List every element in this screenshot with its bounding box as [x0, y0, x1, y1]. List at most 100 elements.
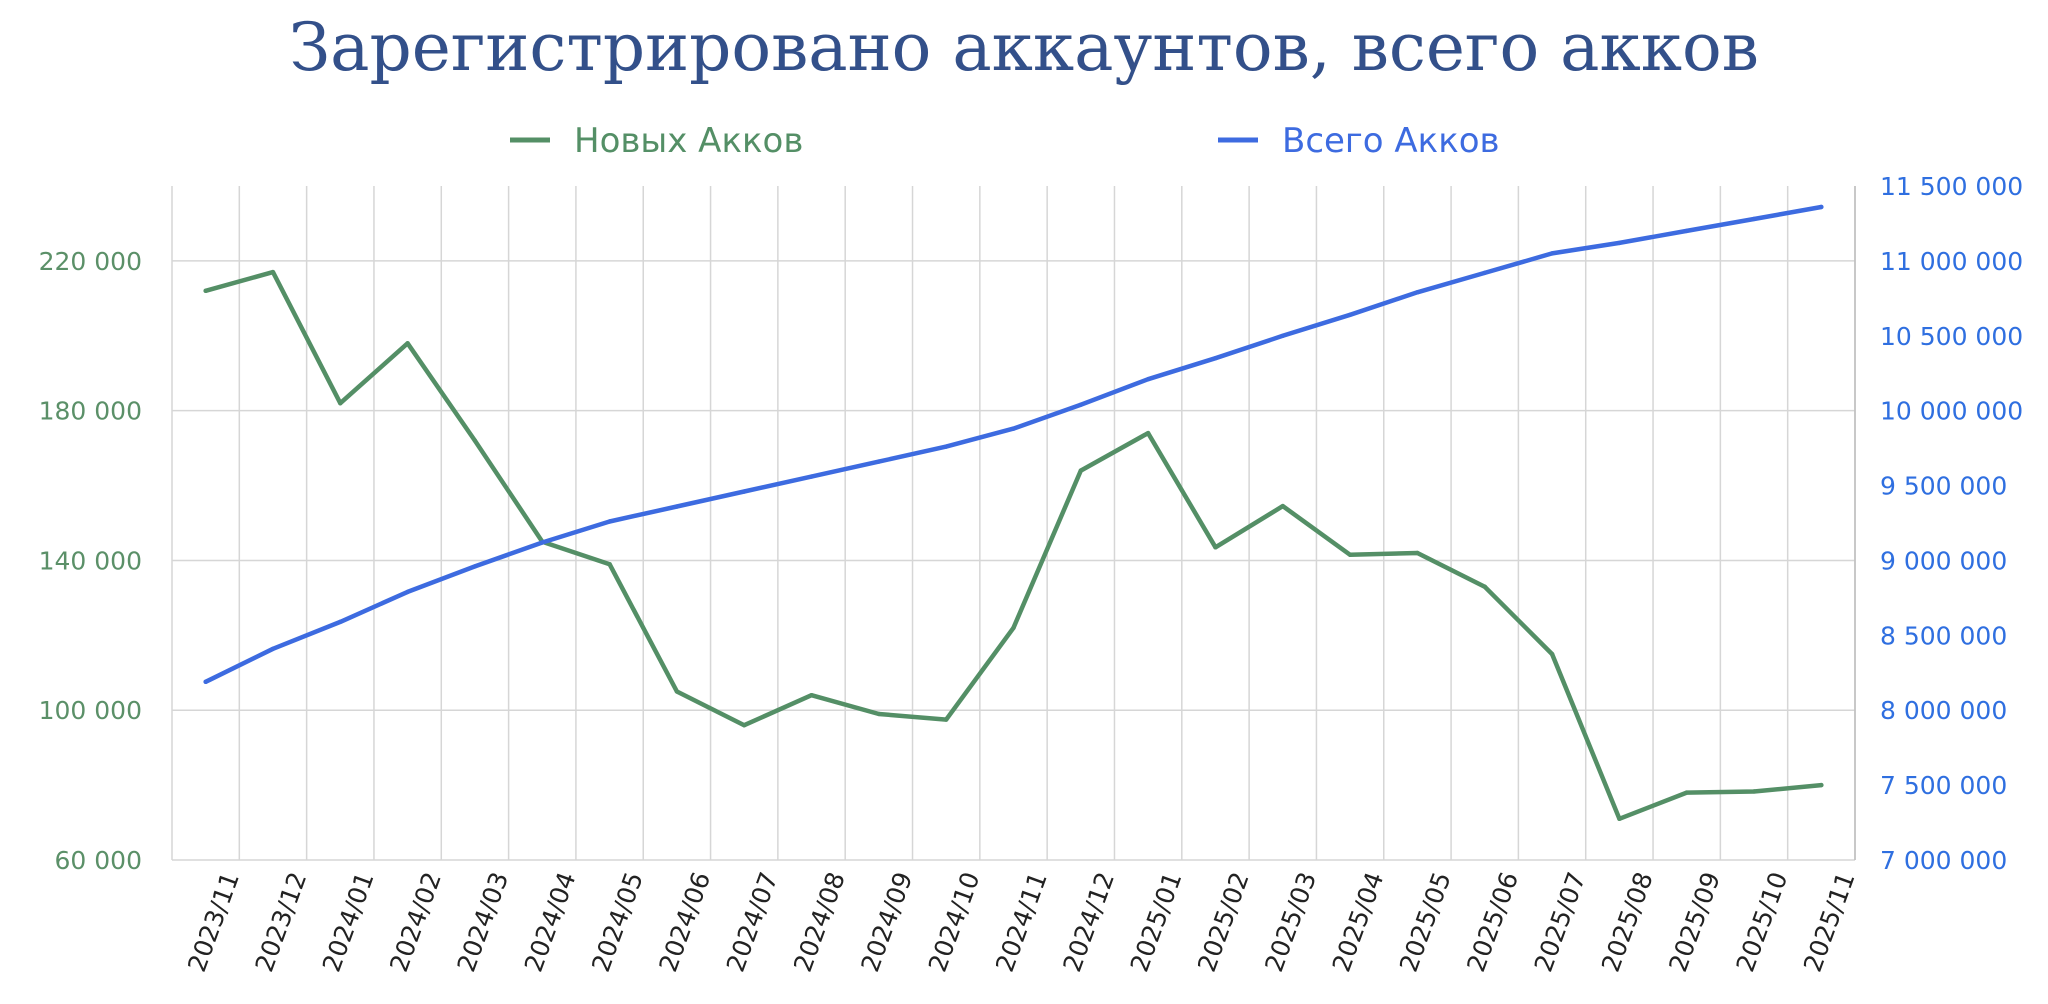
series-2-point — [338, 619, 343, 625]
series-1-point — [1213, 545, 1218, 550]
x-tick-label: 2025/03 — [1259, 868, 1322, 976]
series-2-point — [809, 474, 814, 479]
series-1-point — [674, 689, 680, 694]
y-right-tick-label: 9 500 000 — [1880, 472, 2007, 501]
series-1-point — [1549, 651, 1555, 657]
series-1-point — [1347, 552, 1353, 558]
series-2-point — [876, 459, 882, 464]
series-1-point — [1011, 625, 1016, 631]
x-tick-label: 2025/08 — [1596, 868, 1659, 976]
y-right-tick-label: 7 000 000 — [1880, 846, 2007, 875]
series-1-point — [405, 341, 410, 346]
series-1-point — [338, 400, 343, 406]
y-right-tick-label: 8 000 000 — [1880, 696, 2007, 725]
series-2-point — [1549, 251, 1555, 256]
y-left-tick-label: 220 000 — [39, 247, 142, 276]
series-1-point — [809, 693, 814, 698]
series-2-point — [1011, 426, 1016, 431]
series-1-point — [607, 561, 612, 567]
x-tick-label: 2025/01 — [1125, 868, 1188, 976]
x-tick-label: 2024/06 — [653, 868, 716, 976]
series-2-point — [1280, 333, 1285, 338]
series-line-2 — [203, 204, 1824, 685]
series-1-point — [742, 723, 747, 728]
series-2-point — [540, 540, 545, 545]
series-2-point — [674, 504, 680, 509]
x-tick-label: 2024/11 — [990, 868, 1053, 976]
x-tick-label: 2025/02 — [1192, 868, 1255, 976]
x-tick-label: 2024/05 — [586, 868, 649, 976]
chart-title: Зарегистрировано аккаунтов, всего акков — [289, 9, 1759, 86]
series-2-point — [1684, 228, 1689, 234]
x-tick-label: 2024/02 — [384, 868, 447, 976]
series-2-point — [405, 589, 410, 595]
series-1-point — [943, 717, 949, 722]
legend-label-2: Всего Акков — [1282, 121, 1500, 161]
legend-label-1: Новых Акков — [574, 121, 803, 161]
series-layer — [203, 204, 1824, 822]
series-2-point — [1078, 402, 1084, 407]
y-right-tick-label: 7 500 000 — [1880, 771, 2007, 800]
series-1-point — [1415, 550, 1420, 556]
series-2-point — [1617, 240, 1622, 246]
series-1-point — [1482, 584, 1487, 589]
series-1-point — [472, 438, 478, 443]
x-tick-label: 2023/12 — [250, 868, 313, 976]
series-2-point — [472, 564, 478, 569]
x-tick-label: 2025/07 — [1529, 868, 1592, 976]
series-2-point — [742, 489, 747, 494]
series-1-point — [1078, 468, 1084, 473]
x-tick-label: 2025/06 — [1461, 868, 1524, 976]
series-1-point — [1145, 430, 1151, 436]
series-2-point — [1347, 312, 1353, 318]
x-tick-label: 2024/09 — [855, 868, 918, 976]
x-tick-label: 2025/04 — [1327, 868, 1390, 976]
series-2-point — [1482, 270, 1487, 276]
series-1-point — [1617, 816, 1622, 822]
series-1-point — [1280, 503, 1285, 509]
y-right-tick-label: 9 000 000 — [1880, 546, 2007, 575]
series-2-point — [1751, 216, 1757, 222]
x-tick-label: 2024/08 — [788, 868, 851, 976]
series-1-point — [1751, 789, 1757, 794]
series-1-point — [1684, 790, 1689, 795]
series-2-point — [1145, 377, 1151, 382]
x-tick-label: 2024/04 — [519, 868, 582, 976]
series-2-point — [1819, 204, 1824, 210]
series-2-point — [943, 444, 949, 449]
y-right-tick-label: 11 500 000 — [1880, 172, 2023, 201]
series-1-point — [876, 711, 882, 717]
y-right-tick-label: 11 000 000 — [1880, 247, 2023, 276]
series-1-point — [1819, 782, 1824, 788]
x-tick-label: 2024/12 — [1057, 868, 1120, 976]
x-tick-label: 2024/03 — [451, 868, 514, 976]
series-2-point — [1213, 356, 1218, 361]
x-tick-label: 2025/05 — [1394, 868, 1457, 976]
x-tick-label: 2025/10 — [1731, 868, 1794, 976]
series-line-1 — [203, 269, 1824, 822]
series-1-point — [203, 288, 208, 294]
legend: Новых Акков Всего Акков — [510, 121, 1500, 161]
x-tick-label: 2025/11 — [1798, 868, 1861, 976]
y-left-tick-label: 180 000 — [39, 397, 142, 426]
x-tick-label: 2025/09 — [1663, 868, 1726, 976]
grid — [171, 186, 1856, 861]
y-left-tick-label: 140 000 — [39, 546, 142, 575]
y-axis-right: 7 000 000 7 500 000 8 000 000 8 500 000 9 00… — [1880, 172, 2023, 875]
series-1-point — [270, 269, 276, 275]
x-tick-label: 2024/07 — [721, 868, 784, 976]
y-left-tick-label: 100 000 — [39, 696, 142, 725]
y-axis-left: 60 000 100 000 140 000 180 000 220 000 — [39, 247, 142, 875]
x-axis: 2023/11 2023/12 2024/01 2024/02 2024/03 2024/… — [182, 868, 1860, 976]
series-2-point — [203, 679, 208, 684]
series-2-point — [607, 519, 612, 524]
series-2-point — [270, 646, 276, 652]
x-tick-label: 2024/10 — [923, 868, 986, 976]
y-right-tick-label: 8 500 000 — [1880, 621, 2007, 650]
series-2-point — [1415, 290, 1420, 295]
y-right-tick-label: 10 500 000 — [1880, 322, 2023, 351]
x-tick-label: 2023/11 — [182, 868, 245, 976]
x-tick-label: 2024/01 — [317, 868, 380, 976]
y-right-tick-label: 10 000 000 — [1880, 397, 2023, 426]
